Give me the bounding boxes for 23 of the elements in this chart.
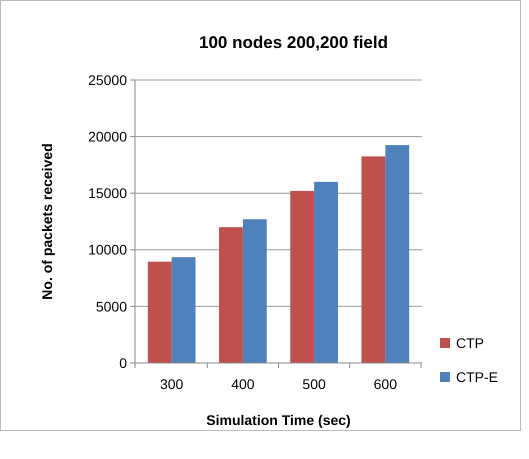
bar (172, 257, 196, 363)
legend-label: CTP (456, 334, 484, 351)
x-axis-title: Simulation Time (sec) (206, 412, 351, 428)
x-tick-label: 600 (374, 376, 398, 392)
bar (290, 190, 314, 363)
bar (148, 262, 172, 363)
bar (242, 219, 267, 363)
y-tick-label: 20000 (88, 128, 128, 144)
x-tick-label: 300 (160, 376, 184, 392)
y-axis-title: No. of packets received (39, 143, 55, 300)
y-tick-label: 0 (119, 354, 128, 371)
y-tick-label: 15000 (88, 185, 128, 202)
x-tick-label: 400 (231, 376, 255, 392)
x-tick-label: 500 (302, 376, 326, 392)
y-tick-label: 10000 (88, 242, 128, 258)
bar (385, 145, 410, 363)
bar (314, 182, 338, 363)
bar (361, 156, 386, 363)
chart-title: 100 nodes 200,200 field (199, 33, 388, 52)
bar (219, 227, 243, 363)
y-tick-label: 5000 (96, 298, 128, 314)
y-tick-label: 25000 (88, 72, 128, 88)
legend-label: CTP-E (456, 368, 498, 385)
